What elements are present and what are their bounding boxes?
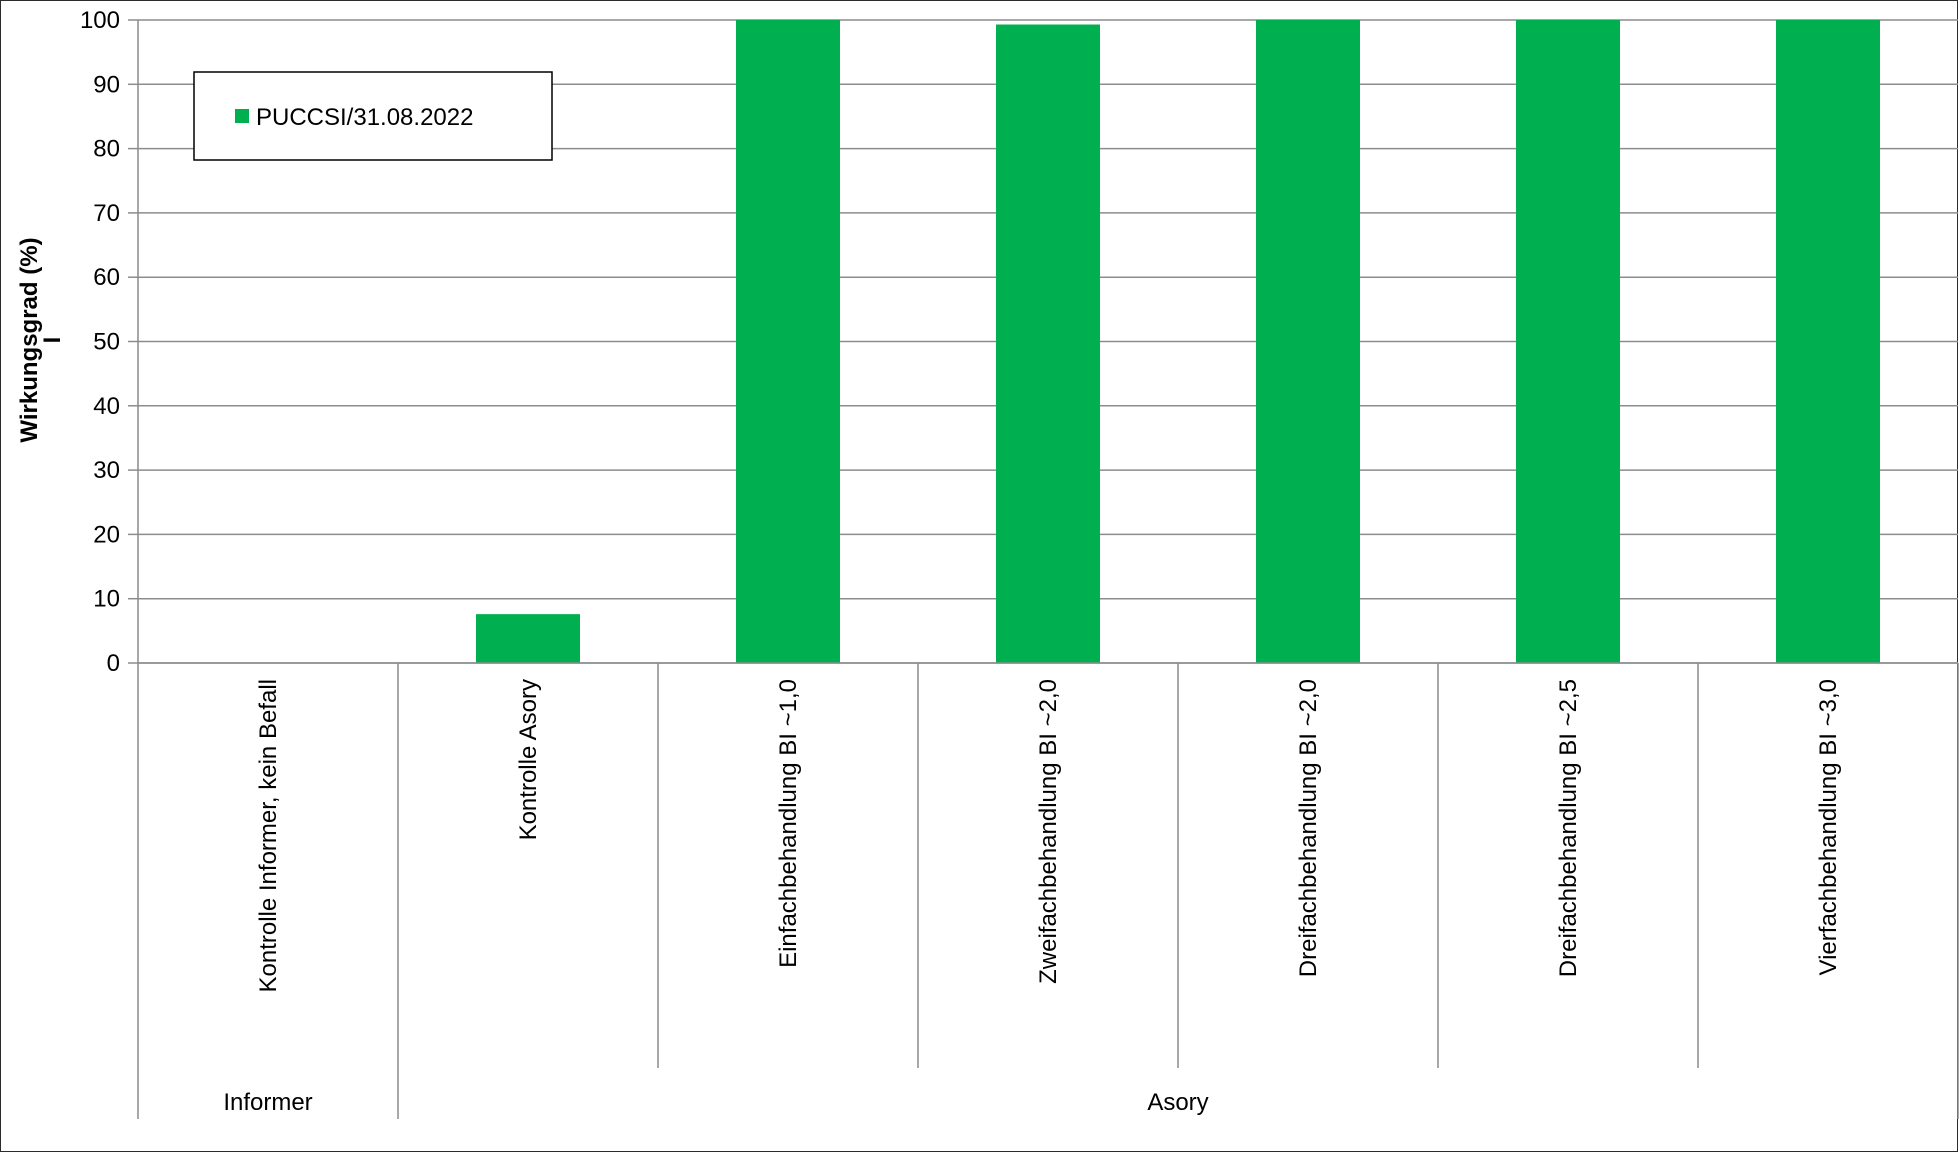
category-label: Dreifachbehandlung BI ~2,0 [1295,679,1322,977]
bar [996,24,1100,664]
category-label: Vierfachbehandlung BI ~3,0 [1815,679,1842,975]
y-tick-label: 90 [93,71,120,98]
category-label: Dreifachbehandlung BI ~2,5 [1555,679,1582,977]
labels: 0 10 20 30 40 50 60 70 80 90 100 Kontrolle Informer… [80,7,1842,1116]
legend-swatch [235,109,249,123]
bars [476,20,1880,664]
y-axis-title-extra: I [39,337,66,344]
category-label: Zweifachbehandlung BI ~2,0 [1035,679,1062,984]
group-label: Asory [1147,1089,1208,1116]
y-tick-label: 80 [93,136,120,163]
y-tick-label: 60 [93,264,120,291]
bar [1776,20,1880,663]
bar [1516,20,1620,663]
y-tick-label: 70 [93,200,120,227]
bar [476,614,580,663]
legend-box [193,71,553,161]
category-label: Einfachbehandlung BI ~1,0 [775,679,802,968]
category-label: Kontrolle Informer, kein Befall [255,679,282,993]
y-tick-label: 0 [107,650,120,677]
y-tick-label: 10 [93,586,120,613]
bar [1256,20,1360,663]
legend: PUCCSI/31.08.2022 [193,71,553,161]
y-tick-label: 100 [80,7,120,34]
y-tick-label: 20 [93,521,120,548]
y-tick-label: 40 [93,393,120,420]
group-label: Informer [223,1089,312,1116]
category-label: Kontrolle Asory [515,679,542,840]
legend-label: PUCCSI/31.08.2022 [256,104,473,131]
axes [128,19,1959,1119]
bar [736,20,840,663]
y-tick-label: 30 [93,457,120,484]
y-tick-label: 50 [93,329,120,356]
y-axis-title: Wirkungsgrad (%) [16,237,43,442]
